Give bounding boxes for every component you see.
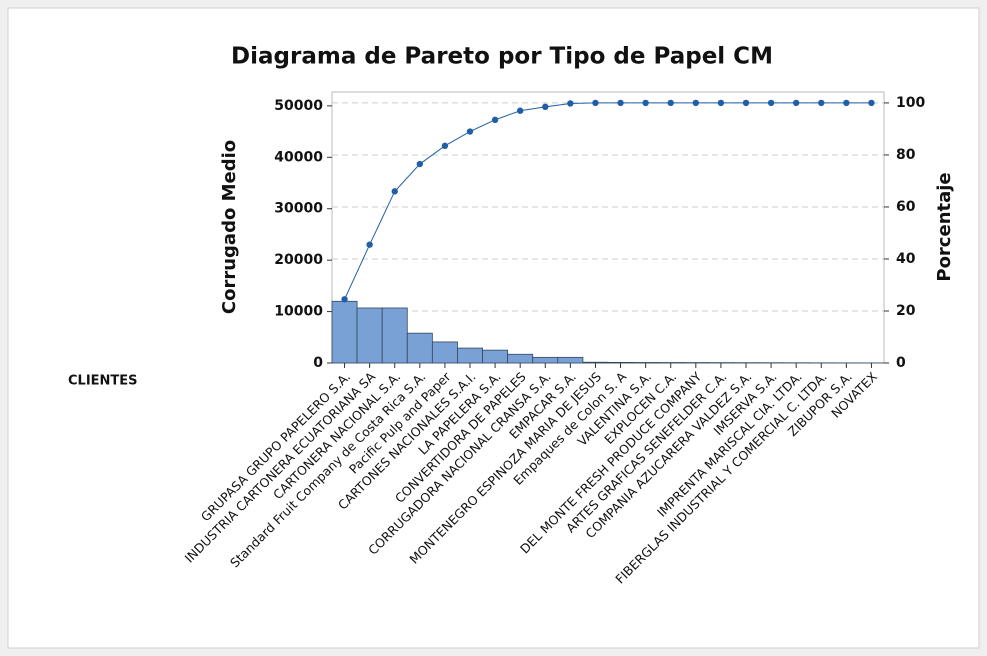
y2-tick-label: 60: [896, 199, 916, 215]
cumulative-point: [341, 296, 348, 303]
cumulative-point: [868, 99, 875, 107]
y-axis-label: Corrugado Medio: [219, 140, 240, 314]
cumulative-point: [542, 103, 549, 111]
cumulative-point: [692, 99, 700, 107]
cumulative-point: [366, 241, 373, 248]
bar: [406, 332, 433, 364]
cumulative-point: [441, 142, 449, 150]
bar: [356, 307, 383, 364]
y2-tick-label: 80: [896, 147, 916, 163]
y-tick-label: 0: [313, 355, 323, 371]
chart-title: Diagrama de Pareto por Tipo de Papel CM: [231, 44, 773, 70]
cumulative-line: [344, 102, 872, 300]
bar: [532, 356, 559, 364]
cumulative-point: [567, 100, 574, 107]
cumulative-point: [742, 99, 750, 107]
cumulative-point: [592, 99, 599, 107]
bar: [431, 341, 458, 364]
y2-axis-label: Porcentaje: [934, 172, 955, 281]
y2-tick-label: 0: [896, 355, 906, 371]
cumulative-point: [767, 99, 775, 107]
bar: [457, 347, 483, 364]
cumulative-point: [416, 160, 424, 168]
cumulative-point: [491, 116, 499, 124]
cumulative-point: [642, 99, 649, 107]
y2-tick-label: 20: [896, 303, 916, 319]
y-tick-label: 40000: [274, 149, 323, 165]
panel: [7, 7, 980, 649]
cumulative-point: [617, 99, 624, 107]
cumulative-point: [843, 99, 850, 107]
bar: [482, 349, 509, 364]
bar: [582, 361, 609, 364]
bar: [507, 353, 534, 364]
y2-tick-label: 100: [896, 95, 925, 111]
y-tick-label: 10000: [274, 304, 323, 320]
cumulative-point: [391, 188, 398, 195]
cumulative-point: [792, 99, 800, 107]
cumulative-point: [818, 99, 825, 107]
y-tick-label: 30000: [274, 201, 323, 217]
bar: [607, 361, 634, 364]
x-axis-label: CLIENTES: [68, 374, 138, 389]
cumulative-point: [466, 128, 474, 135]
bar: [557, 356, 584, 364]
cumulative-point: [717, 99, 725, 107]
y-tick-label: 20000: [274, 252, 323, 268]
bar: [331, 300, 358, 364]
cumulative-point: [667, 99, 674, 107]
bar: [632, 362, 659, 364]
y2-tick-label: 40: [896, 251, 916, 267]
cumulative-point: [516, 107, 524, 114]
y-tick-label: 50000: [274, 98, 323, 114]
bar: [381, 307, 408, 364]
